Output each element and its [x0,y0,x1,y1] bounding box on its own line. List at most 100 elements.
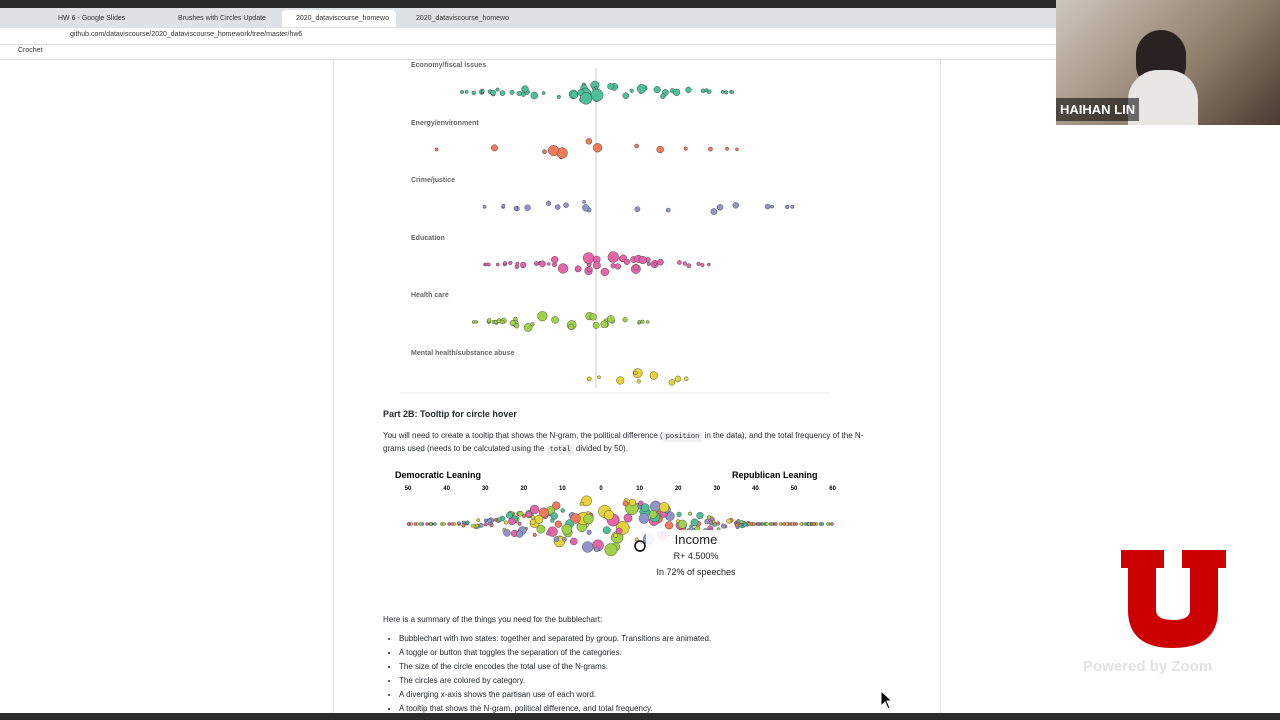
axis-tick-label: 50 [791,486,798,492]
code: position [662,432,703,442]
bubble [556,94,561,99]
bubble [636,84,647,94]
utah-logo [1121,550,1226,648]
bubble [682,261,687,266]
bubble [539,260,546,268]
bubble [508,517,516,526]
bubble [530,518,537,525]
tab[interactable]: 2020_dataviscourse_homewo [282,10,396,27]
bubble [561,524,573,535]
bubble [516,530,524,538]
tooltip-frequency: In 72% of speeches [656,567,736,577]
bubble [708,520,713,525]
bubble [413,522,417,526]
bubble [756,522,760,526]
bubble [542,149,547,155]
bubble [552,501,561,510]
bubble [700,263,705,267]
bubble [515,261,520,266]
bubble [418,522,423,526]
tab[interactable]: HW 6 - Google Slides [58,15,126,22]
bubble [555,204,561,210]
summary-item: Bubblechart with two states: together an… [399,632,711,646]
text: divided by 50). [573,444,628,453]
bubble [622,317,628,323]
bubble [521,85,529,93]
bubble [590,88,604,102]
group-label: Education [411,235,445,242]
bubble [602,526,611,535]
bubble [517,510,524,517]
bubble [656,145,664,154]
bubble [517,521,522,526]
bubble [635,537,639,542]
bubble [524,204,531,211]
bubble [525,511,532,518]
bubble [614,263,621,270]
bubble [640,319,645,324]
tab-bar [0,8,1056,28]
bubble [579,501,584,506]
bubble [536,524,546,534]
bubble [646,320,650,324]
axis-tick-label: 50 [405,486,412,492]
bubble [632,368,643,379]
tab[interactable]: Brushes with Circles Update [178,15,266,22]
bubble [546,531,551,536]
tab[interactable]: 2020_dataviscourse_homewo [416,15,510,22]
summary-item: The circles are colored by category. [399,674,711,688]
bubble [491,144,498,152]
bubble [487,518,492,524]
bubble [657,258,664,266]
bubble [474,320,478,324]
axis-tick-label: 40 [443,486,450,492]
bubble [490,89,496,96]
bubble [726,518,732,524]
bookmark[interactable]: Crochet [18,47,43,54]
right-label: Republican Leaning [732,470,818,480]
bubble [672,88,681,96]
bubble [706,89,712,94]
bubble [534,261,539,266]
bubble [406,522,411,526]
bubble [574,265,582,273]
bubble [633,264,640,271]
person-body [1128,70,1198,125]
bubble [500,319,505,325]
url[interactable]: github.com/dataviscourse/2020_dataviscou… [70,31,303,38]
bubble [425,522,429,526]
bubble [433,522,437,526]
bubble [550,518,555,523]
bubble [586,266,593,273]
window-bottom [0,713,1280,720]
text: in the data), and the total frequency of… [702,431,864,440]
bubble [460,90,465,94]
bubble [665,521,674,530]
bubble [638,513,650,524]
axis-tick-label: 20 [675,486,682,492]
bubble [683,146,688,151]
axis-tick-label: 20 [520,486,527,492]
bubble [689,524,693,529]
bubble [716,521,721,526]
bubble [607,251,619,263]
bubble [704,519,710,525]
bubble [736,519,741,523]
group-label: Energy/environment [411,120,479,127]
bubble [509,89,515,95]
bubble [516,90,522,96]
bubble [720,90,725,94]
bubble [563,202,569,208]
bubble [792,522,797,526]
bubble [764,203,771,210]
axis-tick-label: 60 [829,486,836,492]
bubble [496,517,502,522]
bubble [529,504,540,515]
bubble [464,90,469,94]
bubble [483,522,488,527]
bubble [700,88,706,94]
bubble [583,513,594,525]
tooltip: Income R+ 4.500% In 72% of speeches [646,530,746,582]
bubble [616,376,625,385]
bubble [812,522,816,526]
